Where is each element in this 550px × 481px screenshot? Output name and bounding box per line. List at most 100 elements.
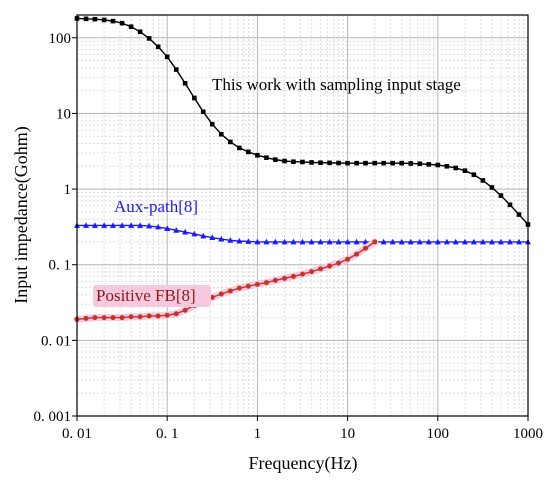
y-tick-label: 0. 001 xyxy=(34,409,72,425)
data-point xyxy=(119,222,126,228)
data-point xyxy=(155,223,162,230)
data-point xyxy=(173,311,179,317)
data-point xyxy=(435,162,441,168)
data-point xyxy=(408,161,414,166)
data-point xyxy=(309,269,315,275)
data-point xyxy=(354,251,360,257)
data-point xyxy=(479,238,486,245)
data-point xyxy=(300,159,305,165)
data-point xyxy=(218,291,224,297)
series-1 xyxy=(74,222,531,245)
data-point xyxy=(164,225,171,232)
data-point xyxy=(237,145,242,151)
data-point xyxy=(290,273,296,279)
data-point xyxy=(255,152,260,158)
data-point xyxy=(246,149,251,155)
data-point xyxy=(101,315,107,321)
data-point xyxy=(263,238,270,245)
series-0 xyxy=(74,16,531,227)
data-point xyxy=(92,315,98,321)
data-point xyxy=(416,238,423,245)
data-point xyxy=(245,238,252,244)
data-point xyxy=(128,24,134,30)
data-point xyxy=(192,95,197,101)
data-point xyxy=(461,238,468,245)
data-point xyxy=(417,161,423,167)
y-tick-label: 100 xyxy=(49,31,72,47)
data-point xyxy=(273,157,278,162)
annotation-this-work: This work with sampling input stage xyxy=(212,75,461,94)
x-tick-label: 100 xyxy=(427,426,450,442)
data-point xyxy=(372,239,378,245)
data-point xyxy=(489,185,495,190)
data-point xyxy=(91,222,98,228)
data-point xyxy=(327,263,333,269)
data-point xyxy=(462,168,468,173)
data-point xyxy=(119,315,125,321)
x-tick-label: 10 xyxy=(340,426,355,442)
data-point xyxy=(380,238,387,245)
data-point xyxy=(317,238,324,245)
data-point xyxy=(425,238,432,245)
data-point xyxy=(444,163,450,169)
data-point xyxy=(182,307,188,313)
series-line xyxy=(76,241,376,320)
data-point xyxy=(389,238,396,245)
data-point xyxy=(336,160,341,166)
data-point xyxy=(110,18,116,24)
data-point xyxy=(345,160,350,166)
data-point xyxy=(497,238,504,245)
data-point xyxy=(434,238,441,245)
data-point xyxy=(227,237,234,243)
data-point xyxy=(344,238,351,245)
data-point xyxy=(101,17,107,23)
annotation-aux-path: Aux-path[8] xyxy=(114,197,198,216)
data-point xyxy=(119,20,125,26)
data-point xyxy=(110,222,117,228)
y-tick-label: 0. 01 xyxy=(41,333,71,349)
data-point xyxy=(173,67,179,72)
data-point xyxy=(507,202,513,208)
data-point xyxy=(407,238,414,245)
data-point xyxy=(83,222,90,228)
data-point xyxy=(236,237,243,244)
data-point xyxy=(254,238,261,245)
positive-fb-label-highlight xyxy=(93,285,211,307)
data-point xyxy=(452,238,459,245)
data-point xyxy=(164,54,170,60)
data-point xyxy=(83,315,89,321)
data-point xyxy=(443,238,450,245)
data-point xyxy=(318,160,323,166)
data-point xyxy=(137,222,144,228)
data-point xyxy=(345,256,351,262)
data-point xyxy=(516,212,522,217)
x-tick-label: 1 xyxy=(254,426,262,442)
data-point xyxy=(281,238,288,245)
data-point xyxy=(182,81,188,86)
data-point xyxy=(354,160,359,166)
data-point xyxy=(137,314,143,320)
data-point xyxy=(363,245,369,251)
data-point xyxy=(209,294,215,300)
data-point xyxy=(228,139,233,145)
x-tick-label: 0. 01 xyxy=(62,426,92,442)
data-point xyxy=(146,222,153,229)
data-point xyxy=(264,155,269,160)
series-highlight-band xyxy=(73,238,379,323)
data-point xyxy=(219,131,224,137)
data-point xyxy=(362,238,369,245)
data-point xyxy=(398,238,405,245)
data-point xyxy=(381,160,386,166)
data-point xyxy=(515,238,522,245)
data-point xyxy=(470,238,477,245)
y-tick-label: 10 xyxy=(56,106,71,122)
data-point xyxy=(101,222,108,228)
data-point xyxy=(363,160,368,166)
data-point xyxy=(282,158,287,164)
y-tick-label: 1 xyxy=(64,182,72,198)
data-point xyxy=(191,230,198,237)
data-point xyxy=(128,222,135,228)
data-point xyxy=(453,165,459,171)
